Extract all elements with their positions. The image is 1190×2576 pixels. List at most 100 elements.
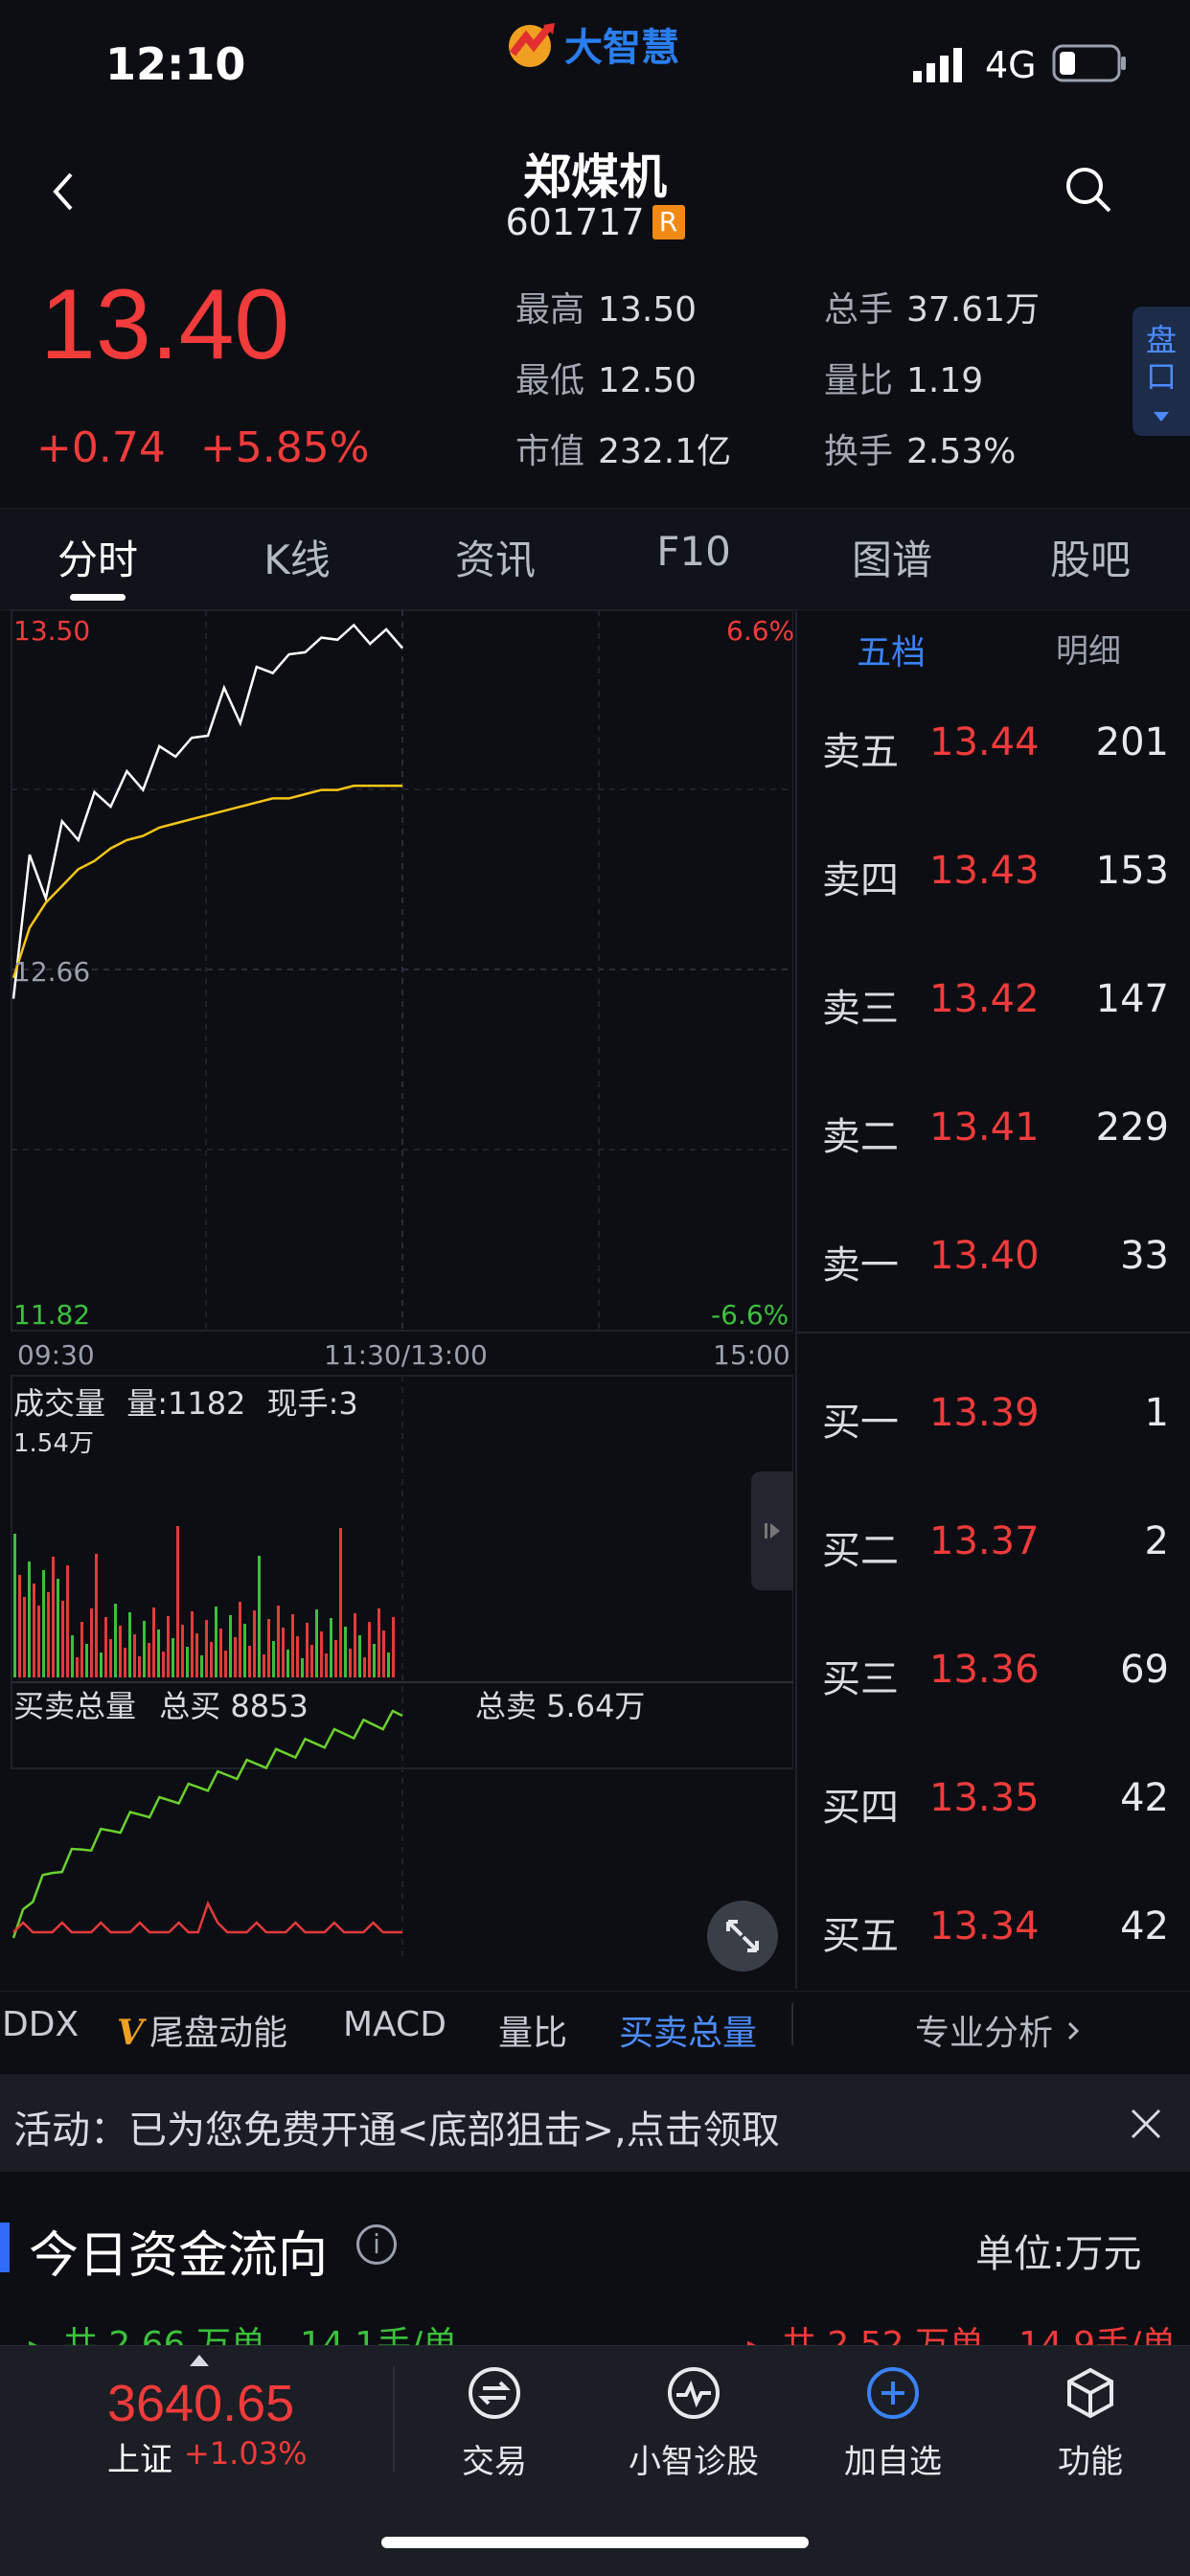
nav-diagnosis[interactable]: 小智诊股 <box>598 2364 790 2482</box>
activity-text: 活动：已为您免费开通<底部狙击>,点击领取 <box>13 2109 780 2153</box>
volume-bar <box>128 1612 131 1677</box>
bid-row-2: 买二 13.37 2 <box>822 1519 1169 1573</box>
tab-kline[interactable]: K线 <box>263 536 331 583</box>
pct-label-top: 6.6% <box>726 615 795 647</box>
pankou-label: 盘口 <box>1145 322 1177 395</box>
y-label-bottom: 11.82 <box>13 1299 91 1331</box>
volume-bar <box>392 1617 395 1677</box>
back-button[interactable] <box>38 163 96 220</box>
tab-f10[interactable]: F10 <box>656 528 731 575</box>
buysell-header: 买卖总量 总买 8853 <box>13 1688 309 1724</box>
volume-bar <box>282 1628 285 1677</box>
time-label-mid: 11:30/13:00 <box>324 1339 488 1371</box>
volume-bar <box>210 1642 213 1677</box>
tab-graph[interactable]: 图谱 <box>851 536 932 583</box>
info-icon[interactable]: i <box>356 2224 397 2265</box>
stat-low: 最低 12.50 <box>515 361 698 400</box>
nav-add-watchlist[interactable]: 加自选 <box>797 2364 989 2482</box>
volume-bar <box>272 1641 275 1677</box>
bid-row-1: 买一 13.39 1 <box>822 1391 1169 1445</box>
volume-bar <box>258 1556 261 1677</box>
indicator-bar: DDX V 尾盘动能 MACD 量比 买卖总量 专业分析 <box>0 1991 1190 2059</box>
volume-bar <box>61 1601 64 1677</box>
indicator-ddx[interactable]: DDX <box>2 2005 80 2044</box>
change-percent: +5.85% <box>199 423 370 472</box>
y-label-mid: 12.66 <box>13 956 91 988</box>
logo-text: 大智慧 <box>564 26 679 70</box>
expand-icon <box>726 1920 759 1952</box>
bid-row-4: 买四 13.35 42 <box>822 1776 1169 1830</box>
y-label-top: 13.50 <box>13 615 91 647</box>
nav-functions[interactable]: 功能 <box>996 2364 1184 2482</box>
stat-volume: 总手 37.61万 <box>824 290 1041 330</box>
volume-bars <box>13 1526 395 1677</box>
search-icon <box>1066 168 1111 213</box>
volume-bar <box>85 1644 88 1677</box>
volume-bar <box>66 1565 69 1677</box>
intraday-chart[interactable]: 13.50 12.66 11.82 6.6% -6.6% 09:30 11:30… <box>0 609 795 1989</box>
volume-bar <box>267 1619 270 1677</box>
volume-bar <box>239 1602 241 1677</box>
volume-bar <box>100 1653 103 1677</box>
battery-icon <box>1052 44 1129 86</box>
volume-bar <box>90 1608 93 1677</box>
index-value[interactable]: 3640.65 <box>107 2375 295 2432</box>
volume-max-label: 1.54万 <box>13 1429 94 1458</box>
stat-turnover: 换手 2.53% <box>824 432 1017 471</box>
tab-five-levels[interactable]: 五档 <box>857 633 927 672</box>
active-tab-underline <box>70 594 126 601</box>
nav-trade[interactable]: 交易 <box>399 2364 590 2482</box>
logo-icon <box>509 23 555 67</box>
volume-bar <box>334 1640 337 1677</box>
volume-bar <box>215 1607 217 1677</box>
ask-row-1: 卖一 13.40 33 <box>822 1234 1169 1288</box>
chevron-right-icon <box>1068 2021 1080 2040</box>
cube-icon <box>1067 2367 1113 2419</box>
pulse-icon <box>668 2367 720 2419</box>
time-label-open: 09:30 <box>17 1339 95 1371</box>
volume-bar <box>219 1629 222 1677</box>
indicator-buy-sell-total[interactable]: 买卖总量 <box>619 2014 758 2053</box>
volume-bar <box>80 1622 83 1677</box>
volume-bar <box>52 1557 55 1677</box>
volume-bar <box>57 1579 59 1677</box>
home-indicator <box>381 2537 809 2548</box>
pct-label-bottom: -6.6% <box>711 1299 790 1331</box>
volume-bar <box>186 1647 189 1677</box>
tab-intraday[interactable]: 分时 <box>57 536 138 583</box>
volume-bar <box>224 1651 227 1677</box>
section-accent <box>0 2223 10 2272</box>
volume-bar <box>71 1635 74 1677</box>
volume-bar <box>296 1636 299 1677</box>
volume-bar <box>114 1604 117 1677</box>
volume-bar <box>234 1637 237 1677</box>
volume-bar <box>205 1620 208 1677</box>
volume-bar <box>363 1657 366 1677</box>
pankou-tab[interactable]: 盘口 <box>1133 307 1190 436</box>
volume-bar <box>172 1638 174 1677</box>
indicator-volume-ratio[interactable]: 量比 <box>498 2014 568 2053</box>
volume-bar <box>23 1597 26 1677</box>
volume-bar <box>33 1584 35 1677</box>
close-button[interactable] <box>1123 2101 1169 2147</box>
tab-forum[interactable]: 股吧 <box>1049 536 1131 583</box>
current-price: 13.40 <box>40 269 290 380</box>
activity-banner[interactable]: 活动：已为您免费开通<底部狙击>,点击领取 <box>0 2074 1190 2172</box>
indicator-tail-momentum[interactable]: V 尾盘动能 <box>117 2013 287 2053</box>
volume-bar <box>320 1631 323 1677</box>
tab-news[interactable]: 资讯 <box>454 536 536 583</box>
collapse-handle[interactable] <box>751 1471 793 1590</box>
tab-detail[interactable]: 明细 <box>1056 632 1121 671</box>
expand-button[interactable] <box>707 1901 778 1972</box>
volume-bar <box>310 1645 313 1677</box>
search-button[interactable] <box>1060 161 1117 218</box>
network-label: 4G <box>985 44 1037 86</box>
professional-analysis-link[interactable]: 专业分析 <box>915 2005 1083 2055</box>
volume-bar <box>315 1609 318 1677</box>
indicator-macd[interactable]: MACD <box>343 2005 446 2044</box>
fund-flow-unit: 单位:万元 <box>975 2232 1142 2276</box>
volume-bar <box>76 1657 79 1677</box>
price-line <box>11 623 403 999</box>
status-time: 12:10 <box>105 38 246 90</box>
ask-row-4: 卖四 13.43 153 <box>822 849 1169 902</box>
